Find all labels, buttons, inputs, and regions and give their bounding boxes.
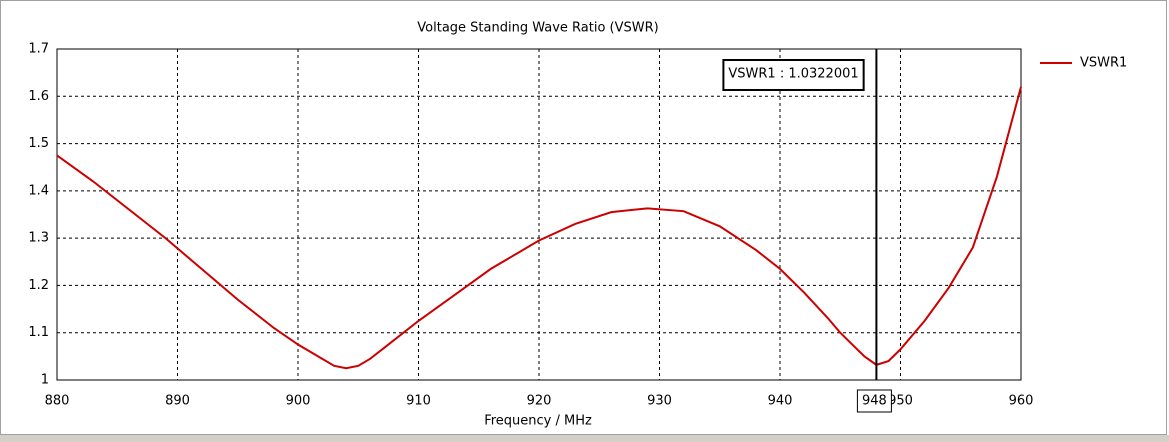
marker-x-label: 948 (862, 394, 887, 409)
x-tick-label: 910 (406, 394, 431, 409)
plot-border (56, 48, 1022, 381)
x-tick-label: 940 (768, 394, 793, 409)
x-tick-label: 900 (286, 394, 311, 409)
y-tick-label: 1.2 (28, 278, 49, 293)
x-tick-label: 950 (888, 394, 913, 409)
y-tick-label: 1.7 (28, 42, 49, 57)
y-tick-label: 1.4 (28, 183, 49, 198)
y-tick-label: 1.5 (28, 136, 49, 151)
legend-label: VSWR1 (1080, 56, 1127, 71)
x-tick-label: 920 (527, 394, 552, 409)
tab-strip (0, 435, 1169, 442)
x-tick-label: 890 (165, 394, 190, 409)
marker-x-box (856, 389, 892, 413)
y-tick-label: 1 (41, 373, 49, 388)
marker-label-box (722, 59, 865, 91)
chart-title: Voltage Standing Wave Ratio (VSWR) (417, 21, 658, 36)
y-tick-label: 1.3 (28, 231, 49, 246)
y-tick-label: 1.1 (28, 325, 49, 340)
x-axis-label: Frequency / MHz (484, 414, 592, 429)
x-tick-label: 930 (647, 394, 672, 409)
y-tick-label: 1.6 (28, 89, 49, 104)
x-tick-label: 880 (45, 394, 70, 409)
marker-label: VSWR1 : 1.0322001 (728, 67, 858, 82)
x-tick-label: 960 (1009, 394, 1034, 409)
series-line (56, 86, 1022, 370)
